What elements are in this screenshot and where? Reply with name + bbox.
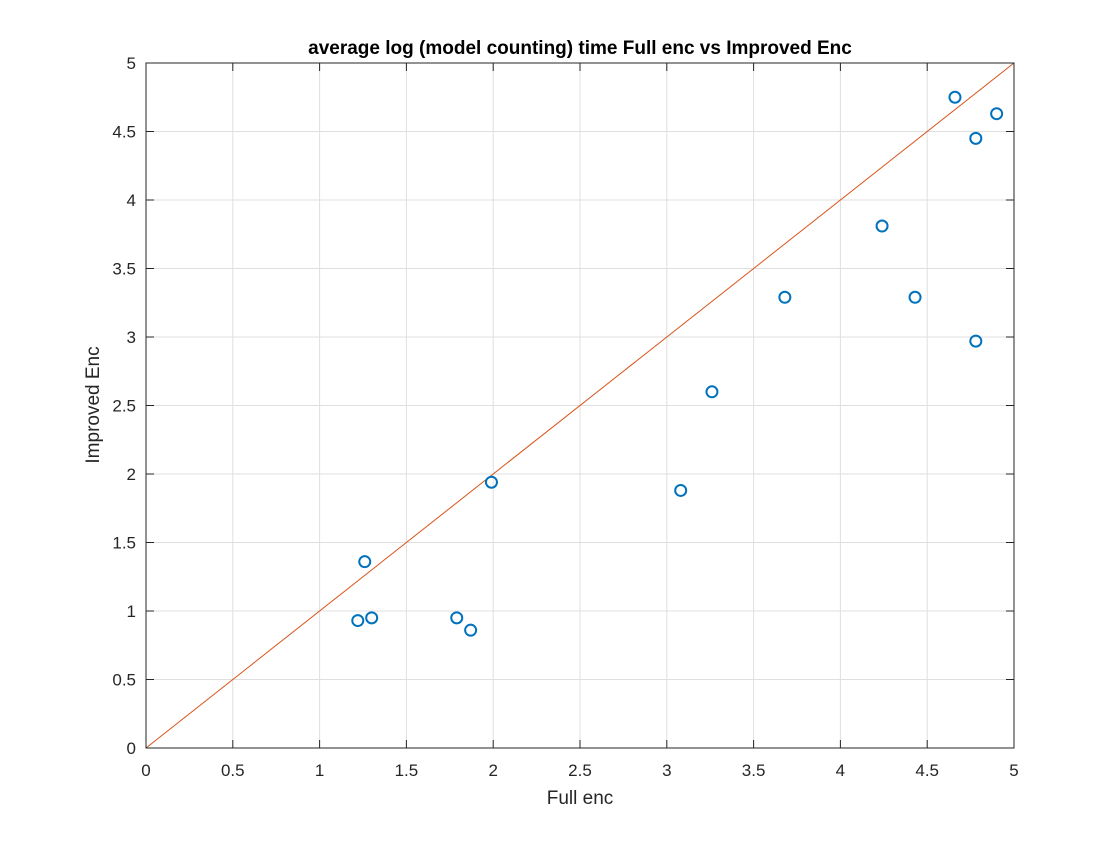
data-point	[969, 131, 983, 145]
data-point	[484, 475, 498, 489]
x-tick-label: 3	[662, 761, 671, 780]
x-tick-label: 0	[141, 761, 150, 780]
data-point	[778, 290, 792, 304]
data-point	[908, 290, 922, 304]
x-tick-label: 1	[315, 761, 324, 780]
axes	[145, 62, 1015, 749]
x-tick-label: 2	[488, 761, 497, 780]
x-tick-label: 4.5	[915, 761, 939, 780]
diagonal-reference-line	[145, 62, 1015, 749]
data-point	[450, 611, 464, 625]
data-point	[990, 107, 1004, 121]
y-tick-label: 4	[127, 191, 136, 210]
y-tick-label: 4.5	[112, 123, 136, 142]
x-tick-label: 3.5	[742, 761, 766, 780]
y-tick-label: 3	[127, 328, 136, 347]
data-point	[351, 614, 365, 628]
x-tick-label: 1.5	[395, 761, 419, 780]
y-tick-label: 1.5	[112, 534, 136, 553]
y-tick-label: 5	[127, 54, 136, 73]
chart-title: average log (model counting) time Full e…	[308, 38, 852, 59]
data-point	[365, 611, 379, 625]
x-tick-label: 5	[1009, 761, 1018, 780]
y-tick-label: 0.5	[112, 671, 136, 690]
data-point	[464, 623, 478, 637]
reference-line-layer	[145, 62, 1015, 749]
data-point	[875, 219, 889, 233]
x-tick-label: 0.5	[221, 761, 245, 780]
data-point	[948, 90, 962, 104]
x-tick-label: 4	[836, 761, 845, 780]
y-tick-label: 2.5	[112, 397, 136, 416]
y-tick-label: 2	[127, 465, 136, 484]
tick-labels: 0 0.5 1 1.5 2 2.5 3 3.5 4 4.5 5 0 0.5 1 1.5 2 2.5 3 3.5 4 4.…	[112, 54, 1018, 780]
data-point	[358, 555, 372, 569]
data-points	[351, 90, 1004, 637]
y-tick-label: 1	[127, 602, 136, 621]
y-tick-label: 3.5	[112, 260, 136, 279]
y-axis-title: Improved Enc	[83, 346, 104, 463]
data-point	[705, 385, 719, 399]
y-tick-label: 0	[127, 739, 136, 758]
data-point	[969, 334, 983, 348]
x-tick-label: 2.5	[568, 761, 592, 780]
x-axis-title: Full enc	[547, 788, 614, 809]
data-point	[674, 483, 688, 497]
